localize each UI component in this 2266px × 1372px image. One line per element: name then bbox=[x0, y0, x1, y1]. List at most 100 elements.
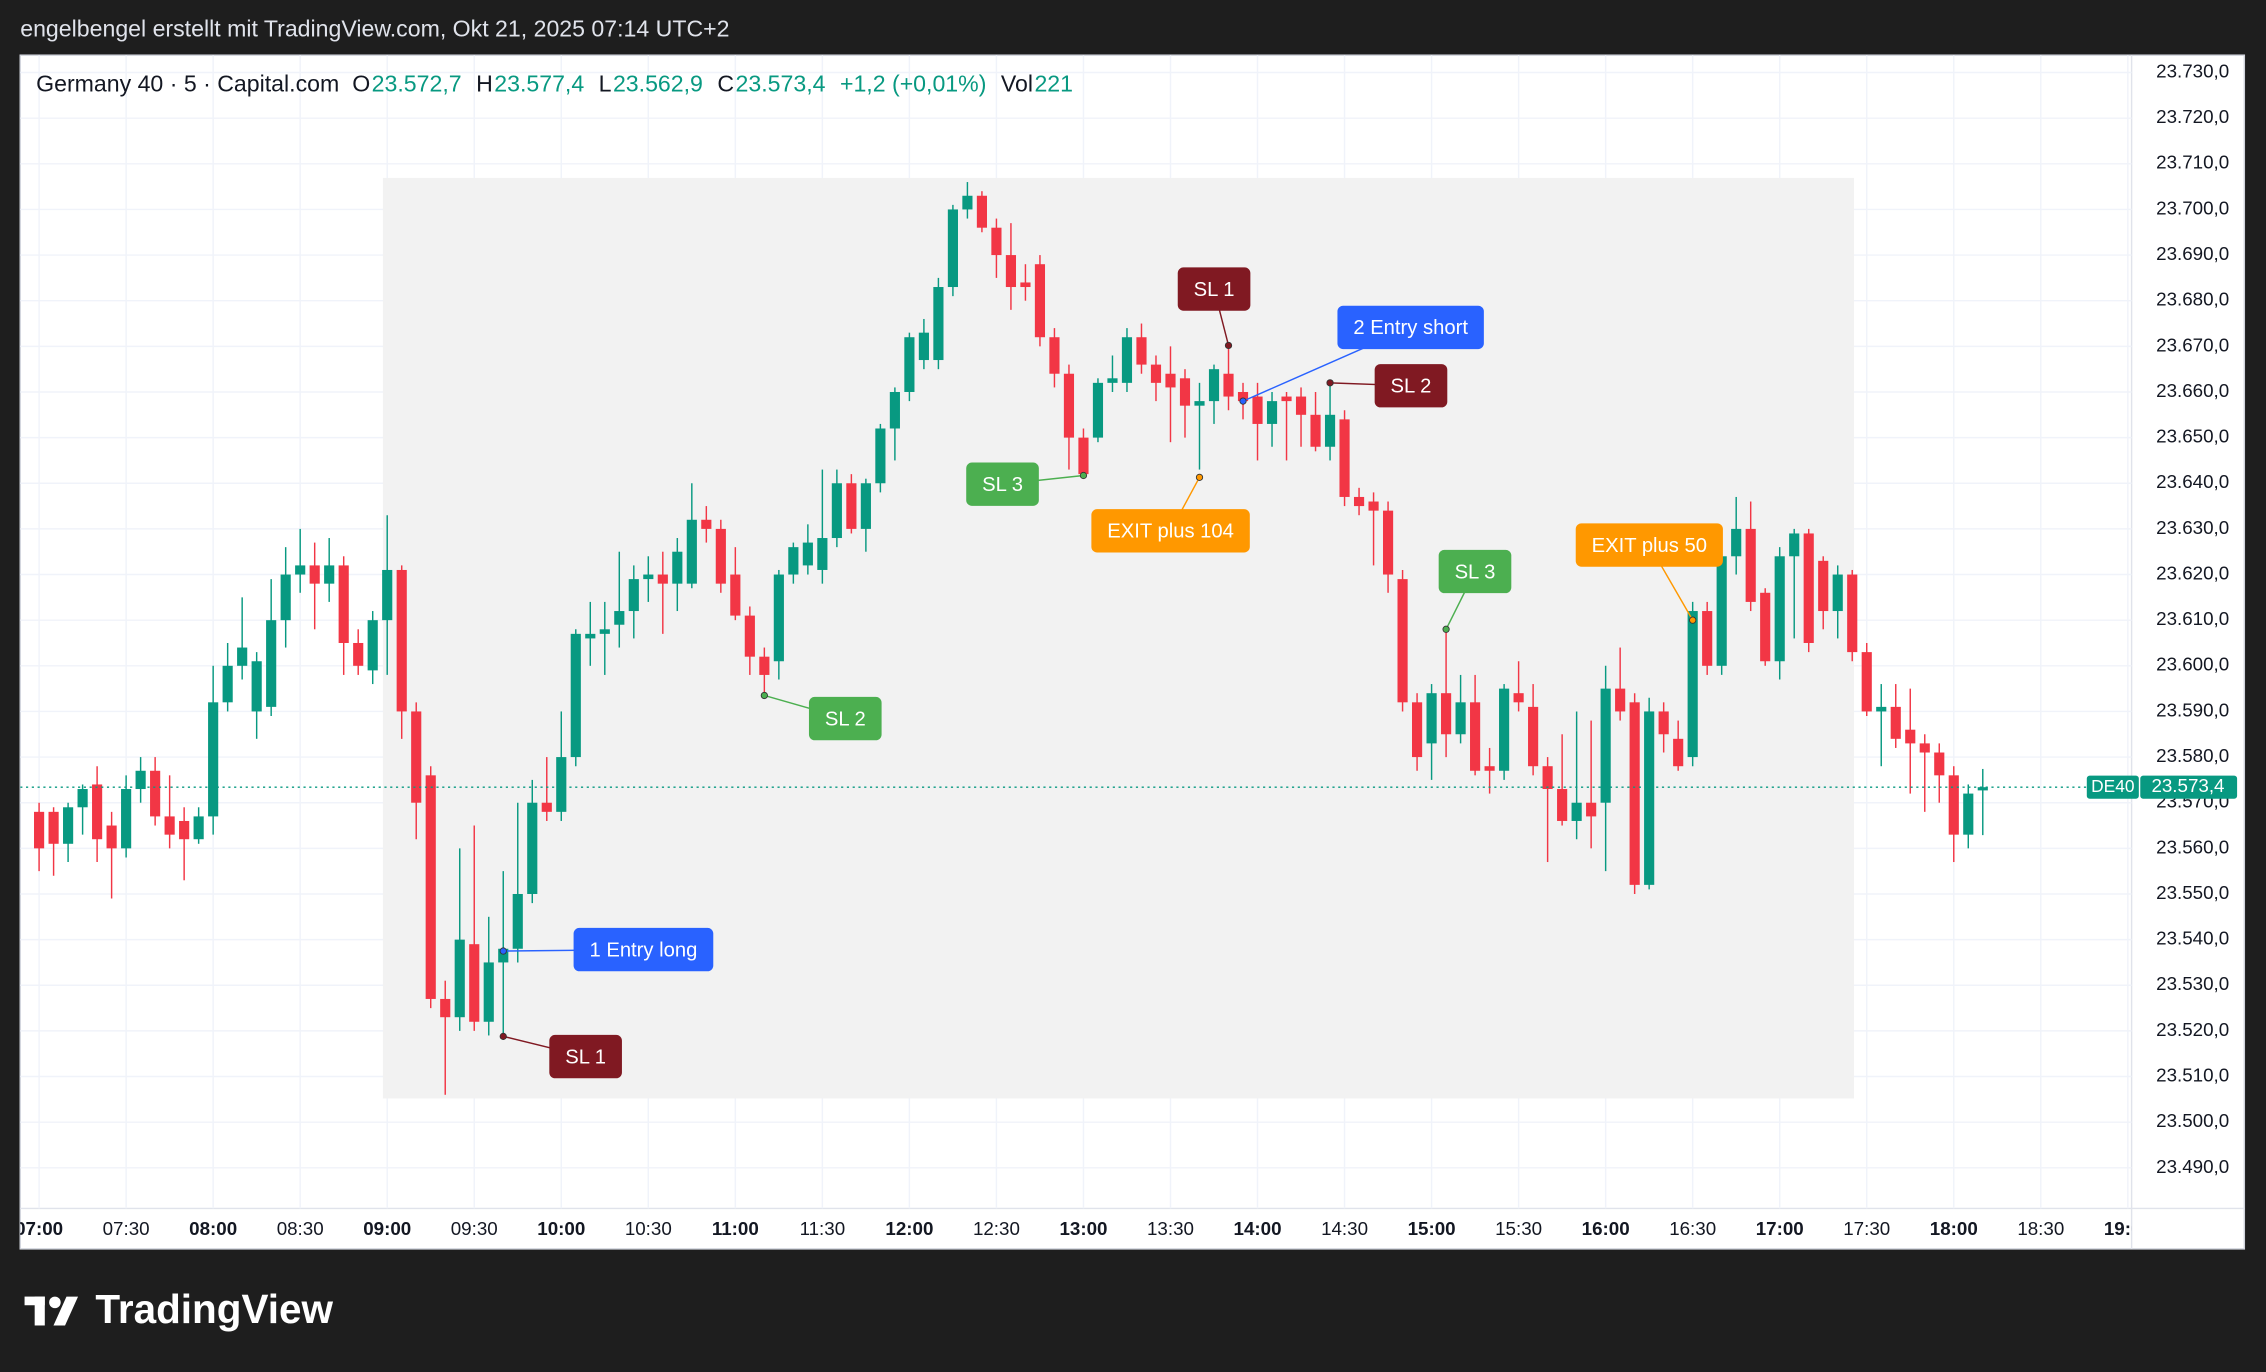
logo-part bbox=[34, 1296, 45, 1326]
x-tick-label: 07:00 bbox=[15, 1218, 63, 1239]
y-tick-label: 23.650,0 bbox=[2156, 426, 2229, 447]
y-tick-label: 23.620,0 bbox=[2156, 562, 2229, 583]
candle-body bbox=[1194, 401, 1205, 406]
candle-body bbox=[1774, 556, 1785, 662]
candle-body bbox=[1876, 706, 1887, 712]
candle-body bbox=[237, 647, 248, 666]
candle-body bbox=[266, 620, 277, 707]
x-tick-label: 11:30 bbox=[800, 1218, 846, 1239]
candle-body bbox=[904, 337, 915, 392]
candle-body bbox=[411, 711, 422, 803]
candle-body bbox=[469, 944, 480, 1022]
candle-body bbox=[295, 565, 306, 575]
x-tick-label: 09:00 bbox=[363, 1218, 411, 1239]
candle-body bbox=[1397, 579, 1408, 703]
y-tick-label: 23.710,0 bbox=[2156, 152, 2229, 173]
y-tick-label: 23.630,0 bbox=[2156, 517, 2229, 538]
candle-body bbox=[1629, 702, 1640, 885]
candle-body bbox=[1542, 766, 1553, 790]
candle-body bbox=[251, 661, 262, 712]
candle-body bbox=[1092, 382, 1104, 438]
x-tick-label: 12:00 bbox=[885, 1218, 933, 1239]
candle-body bbox=[1658, 711, 1669, 735]
candle-body bbox=[1803, 533, 1814, 643]
candle-body bbox=[1455, 702, 1466, 735]
x-tick-label: 18:30 bbox=[2017, 1218, 2064, 1239]
candle-body bbox=[715, 528, 726, 584]
candle-body bbox=[1557, 789, 1568, 821]
candle-body bbox=[425, 775, 436, 999]
x-tick-label: 16:00 bbox=[1582, 1218, 1630, 1239]
candle-body bbox=[1513, 693, 1524, 703]
candle-body bbox=[1179, 378, 1191, 406]
y-tick-label: 23.530,0 bbox=[2156, 973, 2229, 994]
candle-body bbox=[1847, 574, 1858, 653]
candle-body bbox=[1470, 702, 1481, 771]
brand: TradingView bbox=[95, 1286, 333, 1332]
legend-text: 23.573,4 bbox=[736, 71, 826, 97]
candle-body bbox=[599, 629, 610, 634]
candle-body bbox=[1528, 706, 1539, 767]
candle-body bbox=[947, 209, 958, 288]
candle-body bbox=[846, 483, 857, 529]
candle-body bbox=[585, 633, 596, 639]
page-title: engelbengel erstellt mit TradingView.com… bbox=[20, 16, 729, 42]
candle-body bbox=[831, 483, 842, 539]
y-tick-label: 23.610,0 bbox=[2156, 608, 2229, 629]
legend-text: Vol bbox=[1001, 71, 1033, 97]
x-tick-label: 09:30 bbox=[451, 1218, 498, 1239]
y-tick-label: 23.700,0 bbox=[2156, 197, 2229, 218]
symbol-tag-box bbox=[2086, 775, 2139, 799]
annotation-label: SL 2 bbox=[825, 708, 866, 730]
annotation-anchor bbox=[1224, 341, 1233, 350]
candle-body bbox=[1121, 337, 1133, 383]
candle-body bbox=[556, 757, 567, 812]
candle-body bbox=[1731, 528, 1742, 557]
y-tick-label: 23.520,0 bbox=[2156, 1019, 2229, 1040]
candle-body bbox=[338, 565, 349, 643]
candle-body bbox=[382, 569, 393, 621]
candle-body bbox=[135, 770, 146, 790]
candle-body bbox=[1702, 611, 1713, 666]
legend-text: O bbox=[352, 71, 370, 97]
candle-body bbox=[1890, 706, 1901, 739]
candle-body bbox=[962, 195, 973, 210]
symbol-tag: DE40 bbox=[2091, 776, 2134, 796]
candle-body bbox=[541, 802, 552, 812]
y-tick-label: 23.680,0 bbox=[2156, 289, 2229, 310]
candle-body bbox=[1412, 702, 1423, 758]
candle-body bbox=[1760, 592, 1771, 662]
legend-text: 23.572,7 bbox=[372, 71, 462, 97]
x-tick-label: 15:30 bbox=[1495, 1218, 1542, 1239]
candle-body bbox=[1005, 255, 1017, 288]
candle-body bbox=[1078, 437, 1089, 475]
candle-body bbox=[1223, 373, 1234, 397]
candle-body bbox=[1484, 766, 1495, 771]
annotation-box bbox=[1575, 523, 1723, 567]
candle-body bbox=[1295, 396, 1307, 415]
candle-body bbox=[802, 542, 813, 566]
candle-body bbox=[1977, 787, 1988, 791]
y-tick-label: 23.660,0 bbox=[2156, 380, 2229, 401]
candle-body bbox=[1716, 556, 1727, 666]
candle-body bbox=[1861, 652, 1872, 712]
y-tick-label: 23.640,0 bbox=[2156, 471, 2229, 492]
candle-body bbox=[918, 332, 929, 361]
candle-body bbox=[48, 811, 59, 844]
candle-body bbox=[280, 574, 291, 621]
y-tick-label: 23.500,0 bbox=[2156, 1110, 2229, 1131]
candle-body bbox=[1252, 396, 1263, 424]
candle-body bbox=[527, 802, 538, 894]
y-tick-label: 23.550,0 bbox=[2156, 882, 2229, 903]
candle-body bbox=[121, 789, 132, 849]
y-tick-label: 23.580,0 bbox=[2156, 745, 2229, 766]
annotation-label: EXIT plus 50 bbox=[1592, 535, 1707, 557]
candle-body bbox=[643, 574, 654, 580]
y-tick-label: 23.540,0 bbox=[2156, 928, 2229, 949]
candle-body bbox=[1789, 533, 1800, 557]
candle-body bbox=[1136, 337, 1147, 365]
annotation-anchor bbox=[760, 691, 768, 700]
annotation-anchor bbox=[499, 947, 507, 955]
candle-body bbox=[1107, 378, 1118, 383]
